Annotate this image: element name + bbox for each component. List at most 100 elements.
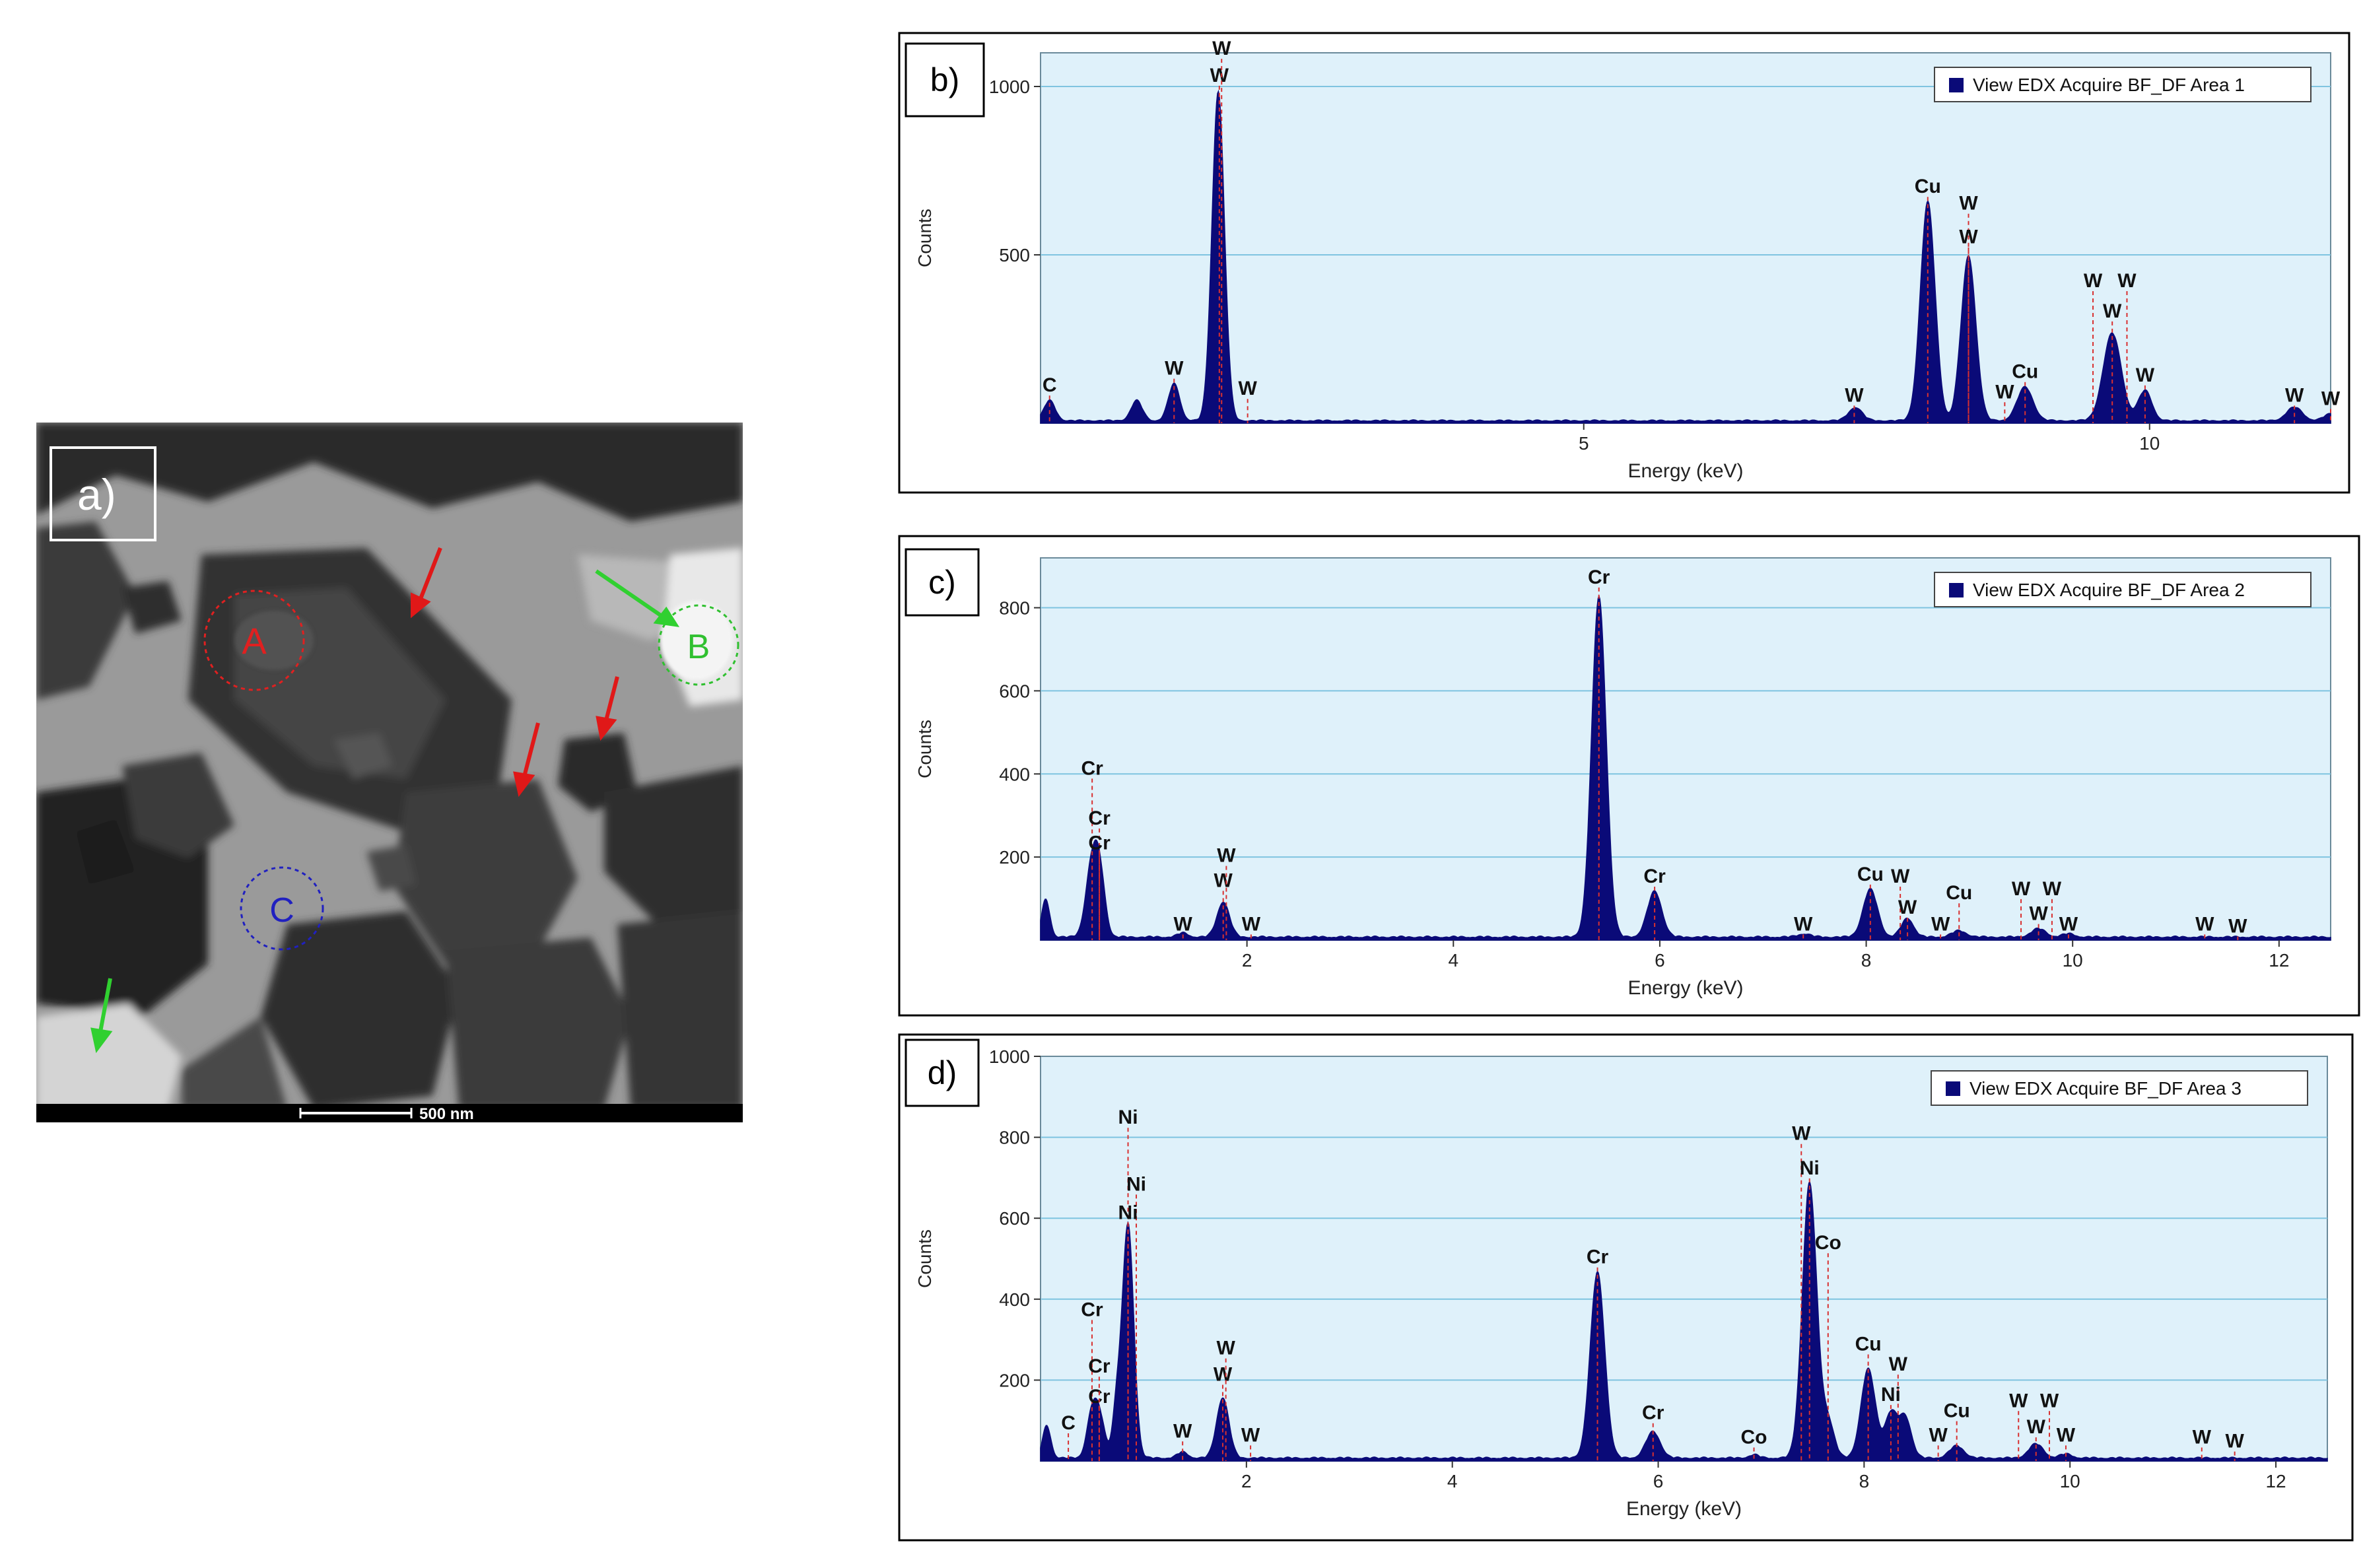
marker-label-ni: Ni bbox=[1118, 1202, 1138, 1223]
x-axis-title: Energy (keV) bbox=[1627, 977, 1743, 999]
x-tick-label: 2 bbox=[1242, 950, 1252, 971]
y-tick-label: 1000 bbox=[989, 1046, 1030, 1067]
region-c-label: C bbox=[269, 891, 294, 930]
green-arrows bbox=[90, 569, 680, 1054]
marker-label-w: W bbox=[2285, 384, 2304, 406]
marker-label-w: W bbox=[1212, 38, 1231, 59]
marker-label-cu: Cu bbox=[1855, 1333, 1882, 1355]
x-tick-label: 4 bbox=[1448, 950, 1458, 971]
marker-label-w: W bbox=[2084, 270, 2103, 292]
marker-label-w: W bbox=[2226, 1431, 2245, 1452]
scale-bar-label: 500 nm bbox=[419, 1105, 474, 1122]
region-a-circle bbox=[203, 590, 305, 691]
marker-label-w: W bbox=[2027, 1416, 2046, 1438]
x-tick-label: 8 bbox=[1861, 950, 1872, 971]
marker-label-co: Co bbox=[1815, 1232, 1841, 1254]
region-b-circle bbox=[658, 604, 739, 686]
tem-highlights bbox=[234, 601, 733, 680]
marker-label-w: W bbox=[1891, 866, 1910, 887]
panel-a-label: a) bbox=[77, 470, 116, 519]
marker-label-ni: Ni bbox=[1881, 1384, 1901, 1406]
marker-label-w: W bbox=[2321, 388, 2341, 410]
marker-label-w: W bbox=[1242, 913, 1261, 935]
y-axis-title: Counts bbox=[914, 1229, 935, 1288]
y-tick-label: 500 bbox=[999, 245, 1030, 265]
marker-label-co: Co bbox=[1741, 1426, 1767, 1448]
panel-label: d) bbox=[928, 1054, 957, 1091]
panel-label-box bbox=[905, 548, 980, 617]
marker-label-cr: Cr bbox=[1088, 1386, 1111, 1408]
x-tick-label: 10 bbox=[2060, 1471, 2080, 1491]
y-axis-title: Counts bbox=[914, 720, 935, 778]
marker-label-w: W bbox=[1241, 1424, 1260, 1446]
panel-label: b) bbox=[930, 61, 959, 98]
spectrum-series bbox=[1040, 594, 2331, 941]
marker-label-c: C bbox=[1061, 1412, 1076, 1434]
y-tick-label: 200 bbox=[999, 1370, 1030, 1390]
y-axis-title: Counts bbox=[914, 209, 935, 267]
legend-swatch bbox=[1946, 1081, 1960, 1096]
marker-label-cu: Cu bbox=[1944, 1400, 1970, 1422]
legend-box bbox=[1934, 67, 2312, 102]
marker-label-w: W bbox=[1214, 1363, 1233, 1385]
marker-label-w: W bbox=[2136, 364, 2155, 386]
marker-label-w: W bbox=[1173, 1420, 1192, 1442]
legend-label: View EDX Acquire BF_DF Area 2 bbox=[1973, 580, 2245, 600]
legend-swatch bbox=[1949, 583, 1964, 597]
marker-label-w: W bbox=[2059, 913, 2078, 935]
marker-label-cr: Cr bbox=[1642, 1402, 1664, 1424]
x-tick-label: 6 bbox=[1653, 1471, 1664, 1491]
y-tick-label: 400 bbox=[999, 1289, 1030, 1310]
marker-label-w: W bbox=[1239, 378, 1258, 399]
legend-swatch bbox=[1949, 78, 1964, 92]
plot-area bbox=[1040, 557, 2331, 941]
marker-label-w: W bbox=[2057, 1424, 2076, 1446]
marker-label-w: W bbox=[1792, 1123, 1811, 1145]
marker-label-w: W bbox=[1889, 1353, 1908, 1375]
x-tick-label: 12 bbox=[2265, 1471, 2286, 1491]
marker-label-w: W bbox=[2009, 1390, 2028, 1412]
marker-label-w: W bbox=[2029, 903, 2048, 925]
region-a-label: A bbox=[242, 620, 267, 662]
marker-label-w: W bbox=[1794, 913, 1813, 935]
legend-label: View EDX Acquire BF_DF Area 3 bbox=[1969, 1078, 2242, 1099]
marker-label-w: W bbox=[2117, 270, 2137, 292]
marker-label-w: W bbox=[1174, 913, 1193, 935]
y-tick-label: 400 bbox=[999, 764, 1030, 784]
marker-label-cr: Cr bbox=[1081, 1299, 1103, 1320]
marker-label-cu: Cu bbox=[1946, 882, 1972, 904]
x-axis-title: Energy (keV) bbox=[1627, 460, 1743, 482]
tem-micrograph: a) A B C 500 nm bbox=[36, 423, 743, 1122]
marker-label-cu: Cu bbox=[1857, 864, 1884, 885]
x-tick-label: 8 bbox=[1859, 1471, 1870, 1491]
marker-label-w: W bbox=[1217, 845, 1236, 867]
panel-label-box bbox=[905, 42, 985, 118]
y-tick-label: 600 bbox=[999, 681, 1030, 701]
marker-label-cr: Cr bbox=[1588, 566, 1610, 588]
marker-label-w: W bbox=[2040, 1390, 2059, 1412]
y-tick-label: 600 bbox=[999, 1208, 1030, 1229]
marker-label-ni: Ni bbox=[1800, 1157, 1820, 1179]
marker-label-w: W bbox=[1898, 897, 1917, 918]
marker-label-w: W bbox=[2012, 878, 2031, 900]
marker-label-cu: Cu bbox=[2012, 361, 2038, 383]
label-frame bbox=[50, 446, 156, 541]
marker-label-w: W bbox=[1931, 913, 1950, 935]
marker-label-w: W bbox=[1210, 65, 1229, 86]
marker-label-cr: Cr bbox=[1088, 807, 1111, 829]
marker-label-w: W bbox=[1995, 381, 2014, 403]
marker-label-cr: Cr bbox=[1088, 833, 1111, 854]
y-tick-label: 800 bbox=[999, 1128, 1030, 1148]
y-tick-label: 200 bbox=[999, 847, 1030, 868]
marker-label-cr: Cr bbox=[1081, 757, 1103, 779]
marker-label-w: W bbox=[2228, 916, 2247, 937]
red-arrows bbox=[411, 547, 619, 798]
marker-label-w: W bbox=[2043, 878, 2062, 900]
panel-label-box bbox=[905, 1039, 980, 1107]
marker-label-c: C bbox=[1043, 374, 1057, 396]
region-c-circle bbox=[240, 866, 324, 951]
marker-label-cu: Cu bbox=[1915, 176, 1941, 197]
marker-label-w: W bbox=[1959, 193, 1978, 215]
